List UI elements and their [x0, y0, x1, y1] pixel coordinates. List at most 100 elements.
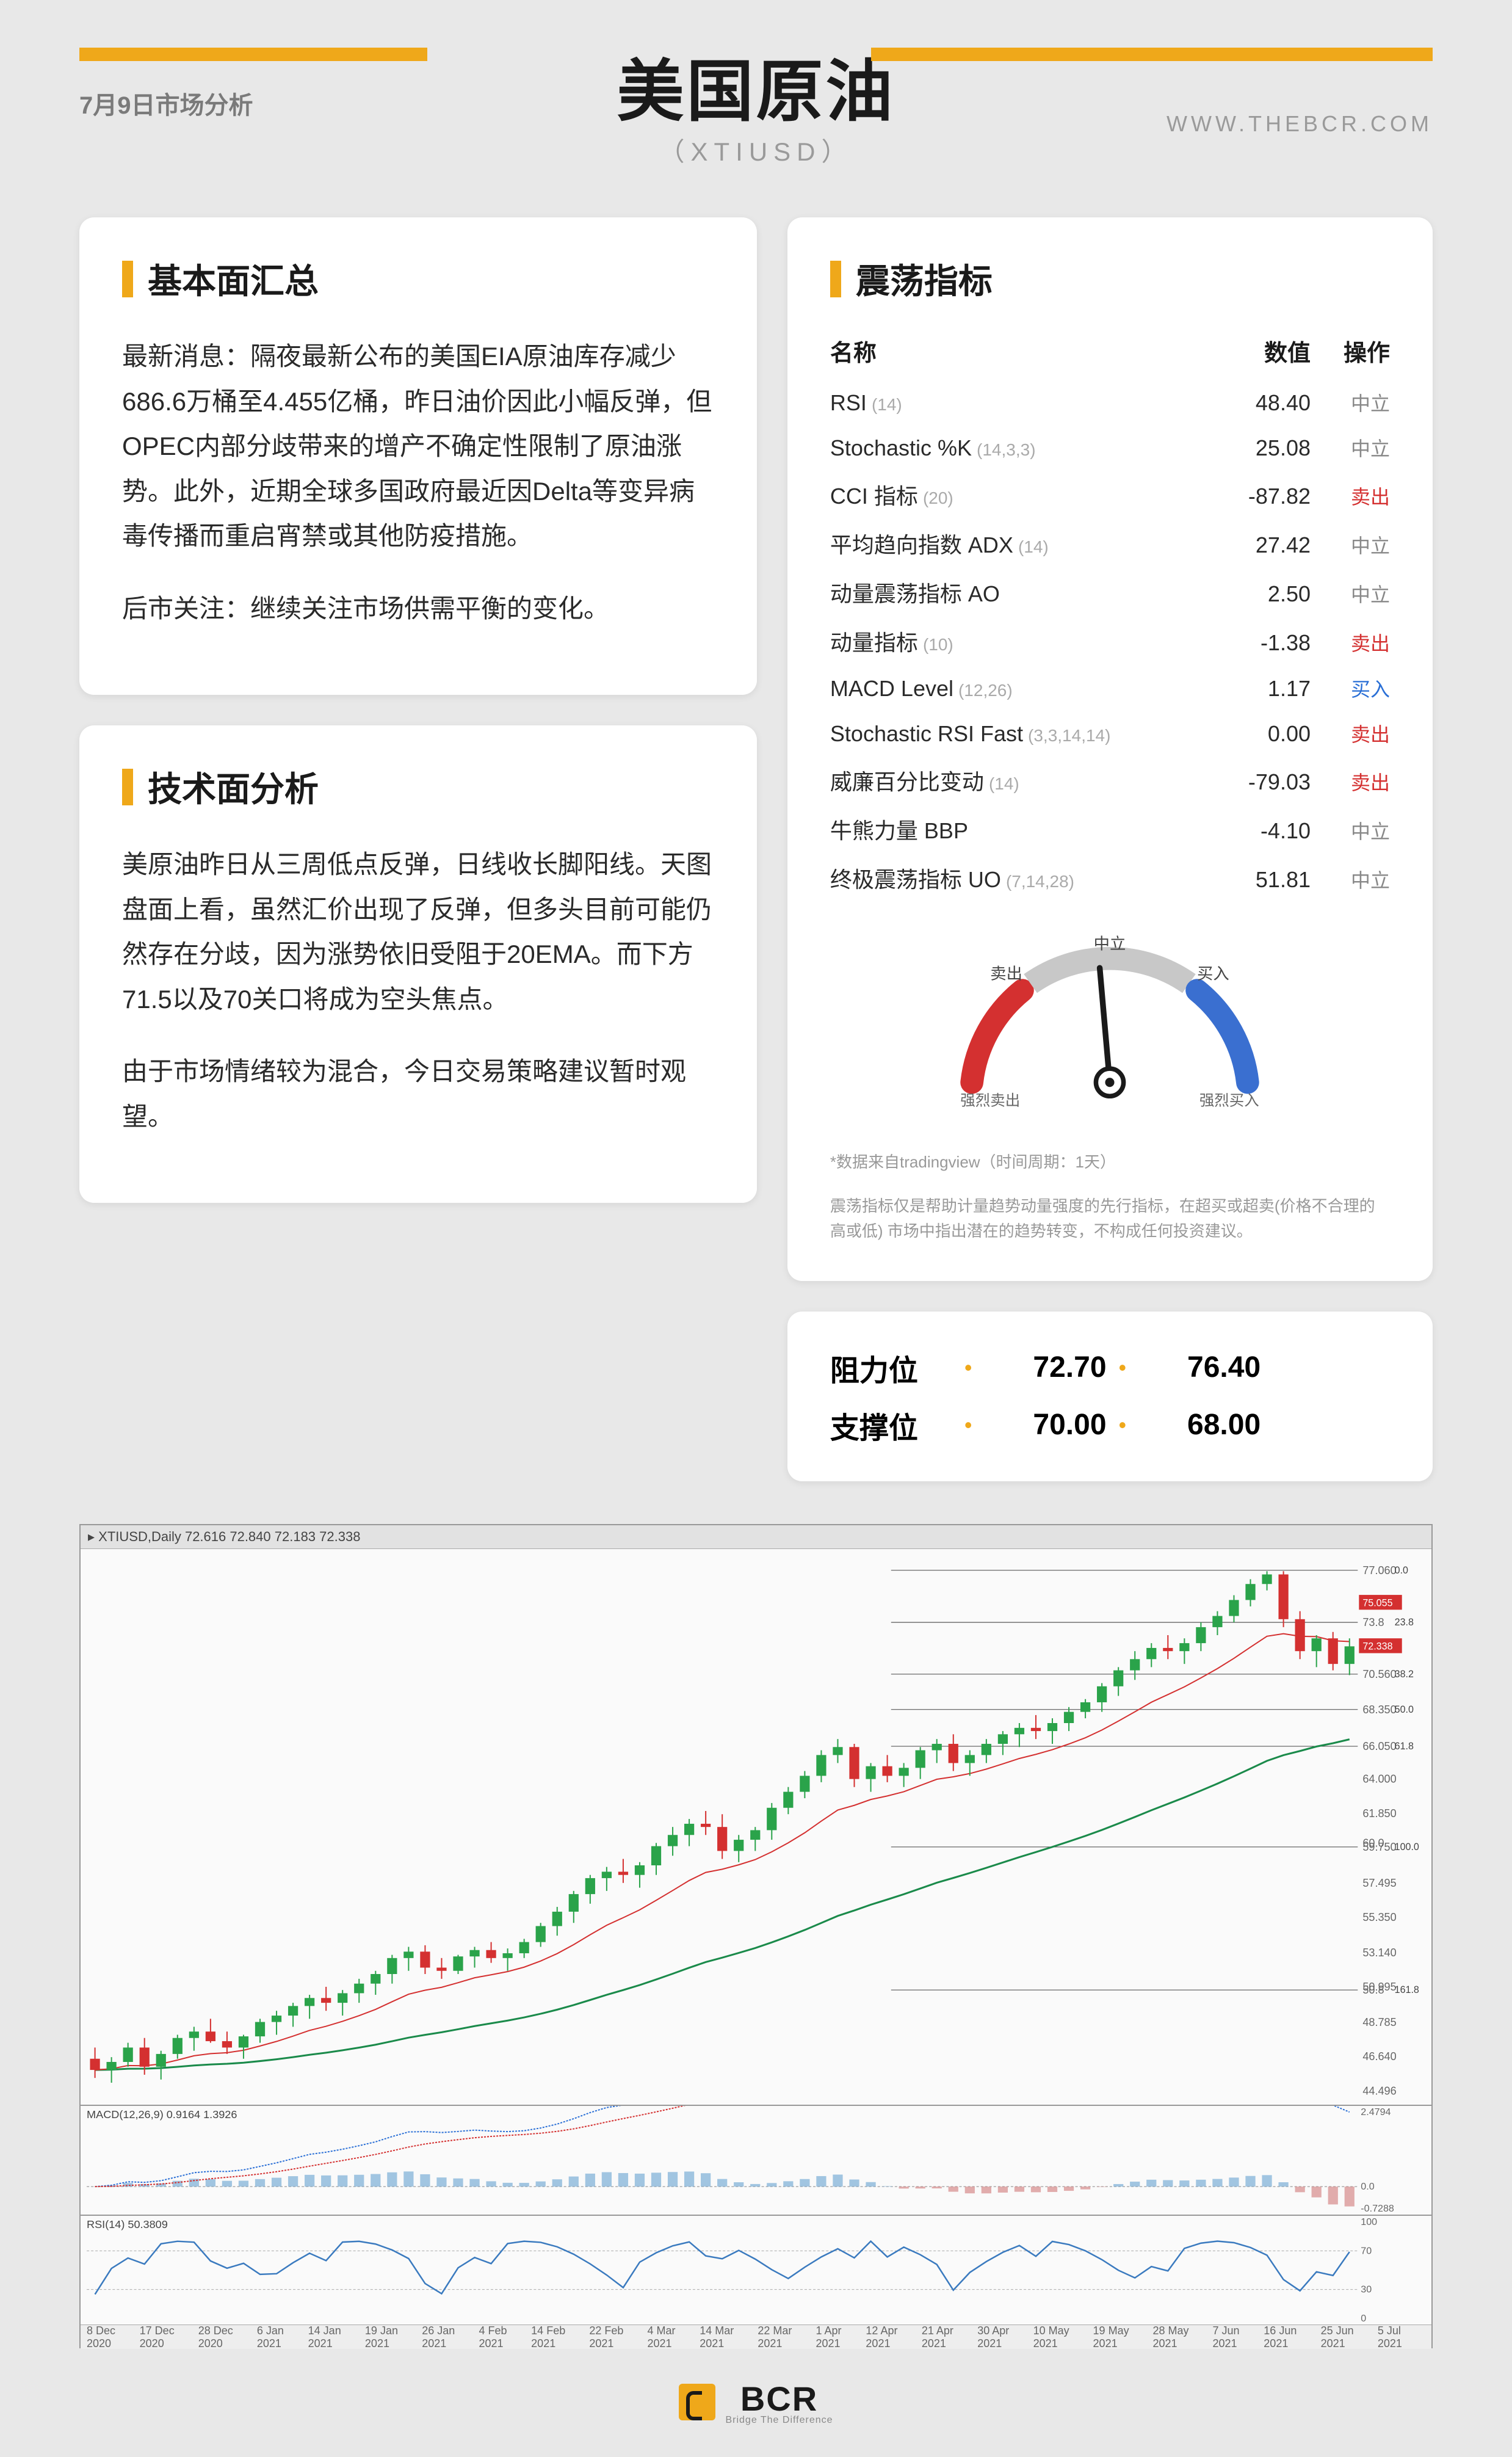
- svg-text:买入: 买入: [1198, 964, 1230, 982]
- xaxis-label: 25 Jun 2021: [1321, 2325, 1378, 2350]
- xaxis-label: 30 Apr 2021: [977, 2325, 1033, 2350]
- bullet-icon: •: [1119, 1355, 1127, 1381]
- macd-panel: MACD(12,26,9) 0.9164 1.3926 2.4794 0.0 -0.7…: [81, 2105, 1431, 2215]
- footer-brand: BCR: [725, 2379, 833, 2419]
- accent-bar-left: [79, 48, 427, 61]
- svg-text:57.495: 57.495: [1362, 1877, 1396, 1889]
- svg-text:RSI(14) 50.3809: RSI(14) 50.3809: [87, 2218, 168, 2230]
- svg-text:72.338: 72.338: [1362, 1641, 1392, 1652]
- xaxis-label: 19 May 2021: [1093, 2325, 1153, 2350]
- chart-xaxis: 8 Dec 202017 Dec 202028 Dec 20206 Jan 20…: [81, 2325, 1431, 2349]
- xaxis-label: 22 Feb 2021: [589, 2325, 647, 2350]
- xaxis-label: 14 Jan 2021: [308, 2325, 365, 2350]
- bcr-logo-icon: [679, 2384, 715, 2420]
- bullet-icon: •: [964, 1412, 972, 1438]
- svg-text:61.850: 61.850: [1362, 1807, 1396, 1820]
- fundamental-p2: 后市关注：继续关注市场供需平衡的变化。: [122, 586, 714, 631]
- svg-text:强烈买入: 强烈买入: [1199, 1092, 1259, 1109]
- xaxis-label: 4 Feb 2021: [479, 2325, 531, 2350]
- xaxis-label: 14 Mar 2021: [700, 2325, 758, 2350]
- svg-text:MACD(12,26,9) 0.9164 1.3926: MACD(12,26,9) 0.9164 1.3926: [87, 2108, 237, 2121]
- svg-text:100.0: 100.0: [1395, 1842, 1419, 1853]
- resistance-label: 阻力位: [830, 1346, 952, 1389]
- fundamental-title: 基本面汇总: [148, 254, 319, 303]
- svg-text:68.350: 68.350: [1362, 1704, 1396, 1716]
- xaxis-label: 22 Mar 2021: [758, 2325, 816, 2350]
- xaxis-label: 7 Jun 2021: [1212, 2325, 1264, 2350]
- xaxis-label: 26 Jan 2021: [422, 2325, 479, 2350]
- svg-text:66.050: 66.050: [1362, 1740, 1396, 1752]
- xaxis-label: 8 Dec 2020: [87, 2325, 140, 2350]
- col-header-value: 数值: [1207, 334, 1311, 368]
- candlestick-panel: 77.06075.05573.872.33870.56068.35066.050…: [81, 1549, 1431, 2105]
- xaxis-label: 19 Jan 2021: [365, 2325, 422, 2350]
- xaxis-label: 28 May 2021: [1153, 2325, 1213, 2350]
- svg-text:46.640: 46.640: [1362, 2050, 1396, 2063]
- svg-text:-0.7288: -0.7288: [1361, 2204, 1394, 2214]
- oscillators-title: 震荡指标: [856, 254, 993, 303]
- accent-bar-right: [871, 48, 1433, 61]
- xaxis-label: 6 Jan 2021: [257, 2325, 308, 2350]
- disclaimer-2: 震荡指标仅是帮助计量趋势动量强度的先行指标，在超买或超卖(价格不合理的高或低) …: [830, 1194, 1390, 1244]
- svg-text:53.140: 53.140: [1362, 1947, 1396, 1959]
- svg-text:59.750: 59.750: [1362, 1841, 1396, 1853]
- svg-text:61.8: 61.8: [1395, 1741, 1414, 1752]
- date-label: 7月9日市场分析: [79, 85, 253, 121]
- svg-text:0: 0: [1361, 2314, 1366, 2324]
- indicators-table: 名称 数值 操作 RSI(14) 48.40 中立Stochastic %K(1…: [830, 334, 1390, 902]
- gauge-chart: 中立 卖出 买入 强烈卖出 强烈买入: [830, 933, 1390, 1131]
- indicator-row: CCI 指标(20) -87.82 卖出: [830, 470, 1390, 519]
- indicator-row: 终极震荡指标 UO(7,14,28) 51.81 中立: [830, 854, 1390, 902]
- resistance-1: 72.70: [985, 1351, 1107, 1384]
- technical-p1: 美原油昨日从三周低点反弹，日线收长脚阳线。天图盘面上看，虽然汇价出现了反弹，但多…: [122, 842, 714, 1022]
- svg-text:0.0: 0.0: [1361, 2182, 1374, 2192]
- footer-tagline: Bridge The Difference: [725, 2415, 833, 2426]
- chart-titlebar: ▸ XTIUSD,Daily 72.616 72.840 72.183 72.3…: [81, 1525, 1431, 1549]
- rsi-panel: RSI(14) 50.380910070300: [81, 2215, 1431, 2325]
- price-chart: ▸ XTIUSD,Daily 72.616 72.840 72.183 72.3…: [79, 1524, 1433, 2348]
- xaxis-label: 10 May 2021: [1033, 2325, 1093, 2350]
- levels-card: 阻力位 • 72.70 • 76.40 支撑位 • 70.00 • 68.00: [787, 1312, 1433, 1481]
- svg-text:中立: 中立: [1094, 934, 1126, 953]
- svg-text:70: 70: [1361, 2246, 1372, 2257]
- indicator-row: Stochastic %K(14,3,3) 25.08 中立: [830, 425, 1390, 470]
- svg-text:55.350: 55.350: [1362, 1911, 1396, 1923]
- resistance-2: 76.40: [1138, 1351, 1261, 1384]
- svg-text:50.995: 50.995: [1362, 1981, 1396, 1993]
- website-url: WWW.THEBCR.COM: [1085, 111, 1433, 137]
- technical-card: 技术面分析 美原油昨日从三周低点反弹，日线收长脚阳线。天图盘面上看，虽然汇价出现…: [79, 725, 757, 1203]
- xaxis-label: 17 Dec 2020: [140, 2325, 198, 2350]
- support-label: 支撑位: [830, 1404, 952, 1446]
- header: 美国原油 （XTIUSD） WWW.THEBCR.COM 7月9日市场分析: [0, 0, 1512, 193]
- title-accent-icon: [122, 769, 133, 805]
- svg-text:161.8: 161.8: [1395, 1984, 1419, 1995]
- xaxis-label: 12 Apr 2021: [866, 2325, 921, 2350]
- support-1: 70.00: [985, 1408, 1107, 1442]
- bullet-icon: •: [964, 1355, 972, 1381]
- technical-title: 技术面分析: [148, 762, 319, 811]
- support-2: 68.00: [1138, 1408, 1261, 1442]
- xaxis-label: 14 Feb 2021: [531, 2325, 589, 2350]
- col-header-name: 名称: [830, 334, 1207, 368]
- svg-text:77.060: 77.060: [1362, 1564, 1396, 1577]
- technical-p2: 由于市场情绪较为混合，今日交易策略建议暂时观望。: [122, 1049, 714, 1139]
- indicator-row: 动量指标(10) -1.38 卖出: [830, 617, 1390, 666]
- svg-text:50.0: 50.0: [1395, 1704, 1414, 1715]
- col-header-action: 操作: [1311, 334, 1390, 368]
- indicator-row: MACD Level(12,26) 1.17 买入: [830, 666, 1390, 711]
- svg-text:2.4794: 2.4794: [1361, 2107, 1391, 2118]
- xaxis-label: 4 Mar 2021: [647, 2325, 700, 2350]
- svg-text:强烈卖出: 强烈卖出: [961, 1092, 1021, 1109]
- indicator-row: RSI(14) 48.40 中立: [830, 380, 1390, 425]
- xaxis-label: 1 Apr 2021: [816, 2325, 866, 2350]
- xaxis-label: 21 Apr 2021: [922, 2325, 977, 2350]
- xaxis-label: 28 Dec 2020: [198, 2325, 257, 2350]
- disclaimer-1: *数据来自tradingview（时间周期：1天）: [830, 1150, 1390, 1175]
- indicator-row: 动量震荡指标 AO 2.50 中立: [830, 568, 1390, 617]
- svg-text:64.000: 64.000: [1362, 1773, 1396, 1785]
- fundamental-p1: 最新消息：隔夜最新公布的美国EIA原油库存减少686.6万桶至4.455亿桶，昨…: [122, 334, 714, 559]
- fundamental-card: 基本面汇总 最新消息：隔夜最新公布的美国EIA原油库存减少686.6万桶至4.4…: [79, 217, 757, 695]
- svg-text:23.8: 23.8: [1395, 1617, 1414, 1628]
- title-accent-icon: [830, 261, 841, 297]
- svg-text:100: 100: [1361, 2217, 1377, 2227]
